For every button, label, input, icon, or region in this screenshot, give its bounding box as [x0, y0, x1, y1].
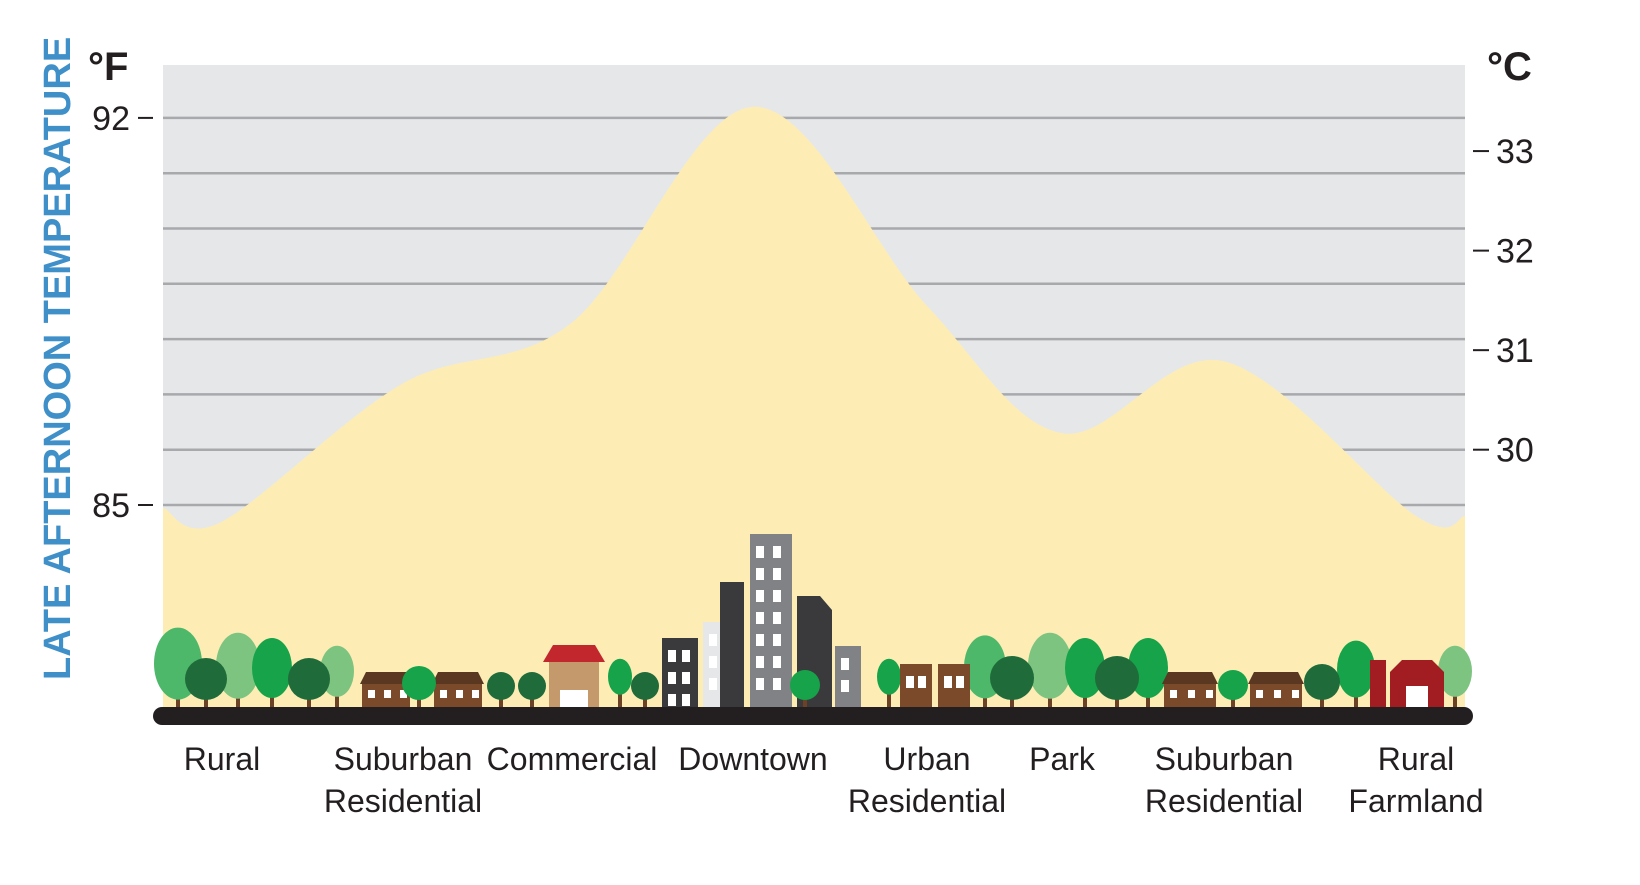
right-tick-label: 33	[1496, 133, 1534, 171]
y-axis-label: LATE AFTERNOON TEMPERATURE	[37, 37, 79, 680]
category-label: Urban Residential	[848, 741, 1006, 819]
ground-line	[153, 707, 1473, 725]
tree-icon	[252, 638, 292, 708]
tree-icon	[402, 666, 436, 708]
apartment-icon	[900, 664, 932, 708]
apartment-icon	[938, 664, 970, 708]
skyline	[154, 534, 1472, 708]
tree-icon	[1028, 632, 1072, 708]
right-tick-label: 30	[1496, 432, 1534, 470]
tree-icon	[1218, 670, 1248, 708]
temperature-area	[163, 106, 1465, 710]
left-tick-label: 85	[92, 487, 130, 525]
tree-icon	[185, 658, 227, 708]
category-label-line: Rural	[1378, 741, 1454, 777]
category-label: Commercial	[487, 741, 658, 777]
category-label-line: Commercial	[487, 741, 658, 777]
tree-icon	[608, 658, 632, 708]
category-label-line: Suburban	[334, 741, 473, 777]
right-tick-label: 32	[1496, 233, 1534, 271]
category-label-line: Suburban	[1155, 741, 1294, 777]
tree-icon	[1438, 645, 1472, 708]
house-icon	[360, 672, 412, 708]
house-icon	[1162, 672, 1218, 708]
tree-icon	[288, 658, 330, 708]
category-label-line: Residential	[324, 783, 482, 819]
category-label-line: Residential	[1145, 783, 1303, 819]
tree-icon	[1304, 664, 1340, 708]
tree-icon	[631, 672, 659, 708]
building-icon	[835, 646, 861, 708]
tree-icon	[1065, 638, 1105, 708]
fahrenheit-unit: °F	[88, 45, 128, 89]
category-label-line: Residential	[848, 783, 1006, 819]
category-label-line: Downtown	[678, 741, 827, 777]
category-label: Suburban Residential	[324, 741, 482, 819]
right-tick-label: 31	[1496, 332, 1534, 370]
tree-icon	[790, 670, 820, 708]
store-icon	[543, 645, 605, 708]
category-label-line: Rural	[184, 741, 260, 777]
tree-icon	[877, 658, 901, 708]
left-tick-label: 92	[92, 100, 130, 138]
category-label: Park	[1029, 741, 1096, 777]
building-icon	[750, 534, 792, 708]
tree-icon	[216, 632, 260, 708]
house-icon	[432, 672, 484, 708]
category-label: Downtown	[678, 741, 827, 777]
category-label-line: Urban	[883, 741, 970, 777]
tree-icon	[518, 672, 546, 708]
category-label-line: Farmland	[1348, 783, 1483, 819]
category-label: Rural	[184, 741, 260, 777]
category-label: Rural Farmland	[1348, 741, 1483, 819]
building-icon	[720, 582, 744, 708]
tree-icon	[1337, 640, 1375, 708]
building-icon	[662, 638, 698, 708]
category-label: Suburban Residential	[1145, 741, 1303, 819]
barn-icon	[1370, 660, 1444, 708]
celsius-unit: °C	[1487, 45, 1532, 89]
category-label-line: Park	[1029, 741, 1096, 777]
tree-icon	[1095, 656, 1139, 708]
house-icon	[1248, 672, 1304, 708]
tree-icon	[487, 672, 515, 708]
tree-icon	[990, 656, 1034, 708]
